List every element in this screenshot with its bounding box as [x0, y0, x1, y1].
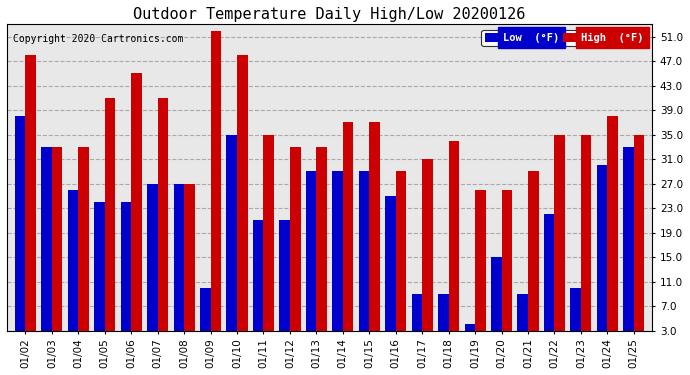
Bar [634, 135, 644, 330]
Bar [359, 171, 369, 330]
Bar [200, 288, 210, 330]
Bar [174, 184, 184, 330]
Bar [264, 135, 274, 330]
Bar [555, 135, 565, 330]
Bar [502, 190, 512, 330]
Bar [253, 220, 264, 330]
Bar [607, 116, 618, 330]
Bar [26, 55, 36, 330]
Bar [121, 202, 131, 330]
Text: Copyright 2020 Cartronics.com: Copyright 2020 Cartronics.com [13, 34, 184, 44]
Bar [544, 214, 555, 330]
Bar [105, 98, 115, 330]
Bar [237, 55, 248, 330]
Bar [147, 184, 158, 330]
Bar [52, 147, 63, 330]
Bar [464, 324, 475, 330]
Bar [491, 257, 502, 330]
Bar [306, 171, 317, 330]
Bar [571, 288, 581, 330]
Bar [597, 165, 607, 330]
Bar [184, 184, 195, 330]
Bar [412, 294, 422, 330]
Bar [343, 122, 353, 330]
Bar [581, 135, 591, 330]
Bar [623, 147, 634, 330]
Bar [226, 135, 237, 330]
Bar [333, 171, 343, 330]
Bar [79, 147, 89, 330]
Bar [438, 294, 449, 330]
Bar [448, 141, 460, 330]
Bar [317, 147, 327, 330]
Bar [68, 190, 79, 330]
Bar [290, 147, 301, 330]
Bar [41, 147, 52, 330]
Bar [131, 74, 142, 330]
Bar [385, 196, 396, 330]
Bar [475, 190, 486, 330]
Legend: Low  (°F), High  (°F): Low (°F), High (°F) [482, 30, 647, 46]
Bar [422, 159, 433, 330]
Bar [396, 171, 406, 330]
Bar [210, 31, 221, 330]
Title: Outdoor Temperature Daily High/Low 20200126: Outdoor Temperature Daily High/Low 20200… [133, 7, 526, 22]
Bar [279, 220, 290, 330]
Bar [95, 202, 105, 330]
Bar [528, 171, 539, 330]
Bar [158, 98, 168, 330]
Bar [15, 116, 26, 330]
Bar [518, 294, 528, 330]
Bar [369, 122, 380, 330]
